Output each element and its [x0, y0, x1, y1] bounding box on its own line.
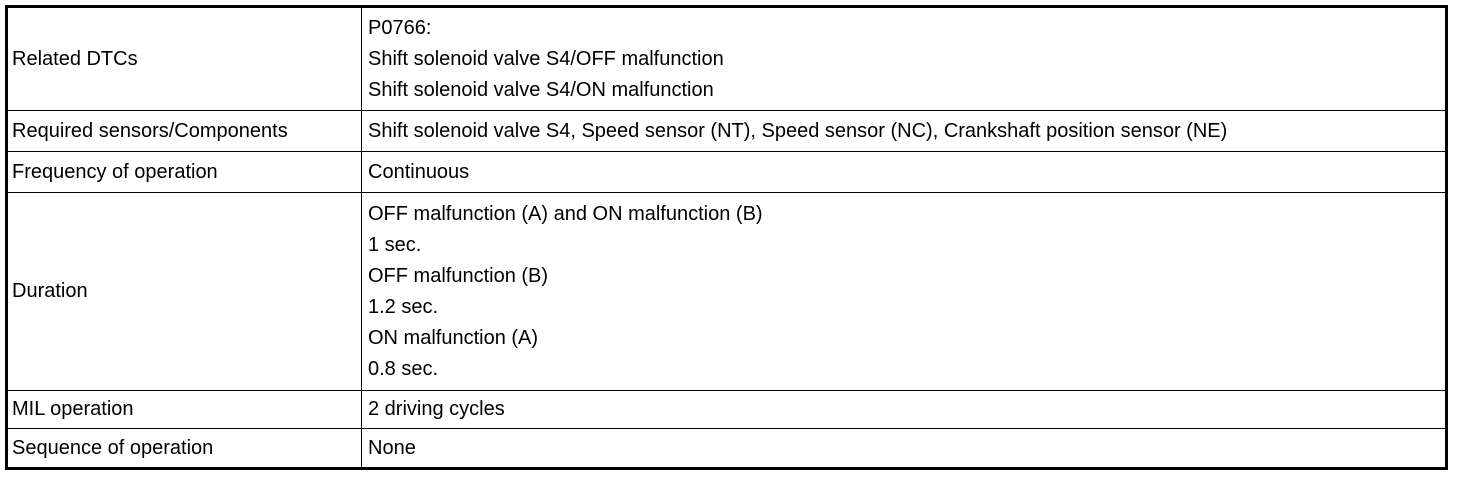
row-label: Sequence of operation — [8, 429, 362, 467]
table-row-sequence: Sequence of operation None — [8, 429, 1445, 467]
value-line: OFF malfunction (A) and ON malfunction (… — [368, 202, 763, 225]
row-label: Duration — [8, 193, 362, 390]
value-line: OFF malfunction (B) — [368, 264, 549, 287]
value-line: Shift solenoid valve S4/OFF malfunction — [368, 47, 724, 70]
row-label: Related DTCs — [8, 8, 362, 110]
table-row-duration: Duration OFF malfunction (A) and ON malf… — [8, 193, 1445, 391]
value-line: None — [368, 436, 416, 459]
row-value: Continuous — [363, 152, 1445, 192]
value-line: Shift solenoid valve S4, Speed sensor (N… — [368, 119, 1228, 142]
row-value: P0766: Shift solenoid valve S4/OFF malfu… — [363, 8, 1445, 110]
table-row-related-dtcs: Related DTCs P0766: Shift solenoid valve… — [8, 8, 1445, 111]
value-line: 1.2 sec. — [368, 295, 439, 318]
row-label: Required sensors/Components — [8, 111, 362, 151]
row-label: MIL operation — [8, 391, 362, 428]
row-label: Frequency of operation — [8, 152, 362, 192]
value-line: 2 driving cycles — [368, 398, 505, 420]
value-line: Continuous — [368, 160, 470, 183]
dtc-info-table: Related DTCs P0766: Shift solenoid valve… — [5, 5, 1448, 470]
row-value: None — [363, 429, 1445, 467]
table-row-required-sensors: Required sensors/Components Shift soleno… — [8, 111, 1445, 152]
value-line: Shift solenoid valve S4/ON malfunction — [368, 78, 714, 101]
row-value: OFF malfunction (A) and ON malfunction (… — [363, 193, 1445, 390]
value-line: ON malfunction (A) — [368, 326, 539, 349]
table-row-mil-operation: MIL operation 2 driving cycles — [8, 391, 1445, 429]
value-line: 1 sec. — [368, 233, 422, 256]
value-line: 0.8 sec. — [368, 357, 439, 380]
value-line: P0766: — [368, 16, 432, 39]
row-value: 2 driving cycles — [363, 391, 1445, 428]
row-value: Shift solenoid valve S4, Speed sensor (N… — [363, 111, 1445, 151]
table-row-frequency: Frequency of operation Continuous — [8, 152, 1445, 193]
